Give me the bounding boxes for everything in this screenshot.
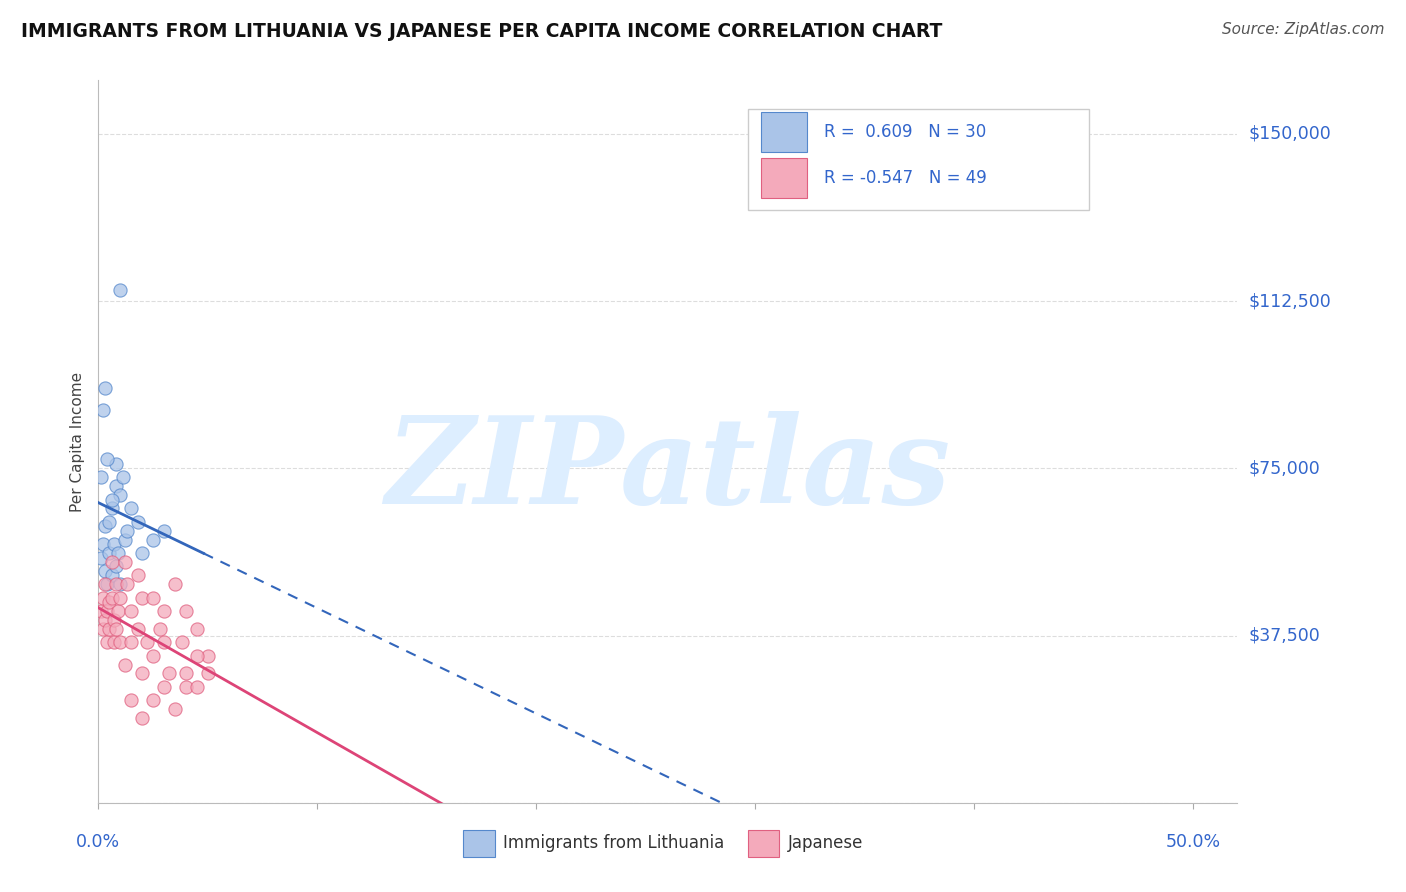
Point — [91, 591, 114, 605]
Point — [107, 546, 129, 560]
Point — [165, 702, 187, 716]
Point — [153, 604, 176, 618]
Point — [94, 381, 117, 395]
Point — [107, 604, 129, 618]
Point — [131, 591, 153, 605]
Point — [91, 537, 114, 551]
Text: $150,000: $150,000 — [1249, 125, 1331, 143]
Text: $75,000: $75,000 — [1249, 459, 1320, 477]
Point — [90, 604, 112, 618]
Point — [110, 577, 132, 591]
Point — [103, 537, 125, 551]
Point — [96, 452, 118, 467]
Point — [98, 622, 121, 636]
Point — [100, 568, 122, 582]
Point — [149, 622, 172, 636]
Bar — [761, 112, 807, 152]
Point — [186, 648, 208, 663]
Point — [131, 666, 153, 681]
Point — [127, 515, 149, 529]
Point — [110, 488, 132, 502]
Point — [115, 524, 138, 538]
Point — [127, 568, 149, 582]
Point — [115, 577, 138, 591]
Point — [100, 492, 122, 507]
Text: Immigrants from Lithuania: Immigrants from Lithuania — [503, 834, 724, 852]
Point — [197, 666, 219, 681]
Text: IMMIGRANTS FROM LITHUANIA VS JAPANESE PER CAPITA INCOME CORRELATION CHART: IMMIGRANTS FROM LITHUANIA VS JAPANESE PE… — [21, 22, 942, 41]
Point — [153, 524, 176, 538]
Bar — [761, 159, 807, 198]
Point — [104, 622, 127, 636]
Point — [104, 457, 127, 471]
Point — [110, 591, 132, 605]
Point — [186, 622, 208, 636]
Point — [135, 635, 157, 649]
Text: Japanese: Japanese — [787, 834, 863, 852]
Point — [170, 635, 193, 649]
Point — [96, 604, 118, 618]
Point — [197, 648, 219, 663]
Point — [174, 666, 197, 681]
Point — [96, 635, 118, 649]
Point — [142, 693, 165, 707]
Point — [98, 546, 121, 560]
Point — [120, 693, 142, 707]
Point — [104, 577, 127, 591]
Point — [131, 546, 153, 560]
Point — [165, 577, 187, 591]
Y-axis label: Per Capita Income: Per Capita Income — [70, 371, 86, 512]
Bar — [463, 830, 495, 857]
Point — [131, 711, 153, 725]
Point — [98, 595, 121, 609]
Text: R =  0.609   N = 30: R = 0.609 N = 30 — [824, 123, 986, 141]
Point — [127, 622, 149, 636]
Text: Source: ZipAtlas.com: Source: ZipAtlas.com — [1222, 22, 1385, 37]
Point — [120, 635, 142, 649]
Point — [100, 555, 122, 569]
FancyBboxPatch shape — [748, 109, 1090, 211]
Point — [120, 604, 142, 618]
Point — [103, 613, 125, 627]
Text: ZIPatlas: ZIPatlas — [385, 411, 950, 530]
Point — [98, 515, 121, 529]
Point — [90, 550, 112, 565]
Point — [100, 591, 122, 605]
Point — [114, 657, 136, 672]
Point — [94, 577, 117, 591]
Point — [94, 564, 117, 578]
Text: $37,500: $37,500 — [1249, 626, 1320, 645]
Point — [114, 533, 136, 547]
Point — [100, 501, 122, 516]
Point — [111, 470, 134, 484]
Text: R = -0.547   N = 49: R = -0.547 N = 49 — [824, 169, 987, 187]
Text: $112,500: $112,500 — [1249, 292, 1331, 310]
Point — [104, 479, 127, 493]
Point — [110, 283, 132, 297]
Point — [142, 533, 165, 547]
Point — [96, 577, 118, 591]
Point — [91, 622, 114, 636]
Point — [142, 591, 165, 605]
Point — [157, 666, 180, 681]
Point — [94, 519, 117, 533]
Point — [174, 680, 197, 694]
Text: 50.0%: 50.0% — [1166, 833, 1220, 851]
Point — [110, 635, 132, 649]
Point — [153, 680, 176, 694]
Point — [142, 648, 165, 663]
Text: 0.0%: 0.0% — [76, 833, 121, 851]
Point — [120, 501, 142, 516]
Point — [114, 555, 136, 569]
Point — [91, 403, 114, 417]
Point — [153, 635, 176, 649]
Point — [90, 470, 112, 484]
Point — [186, 680, 208, 694]
Point — [104, 559, 127, 574]
Point — [94, 613, 117, 627]
Point — [174, 604, 197, 618]
Point — [103, 635, 125, 649]
Bar — [748, 830, 779, 857]
